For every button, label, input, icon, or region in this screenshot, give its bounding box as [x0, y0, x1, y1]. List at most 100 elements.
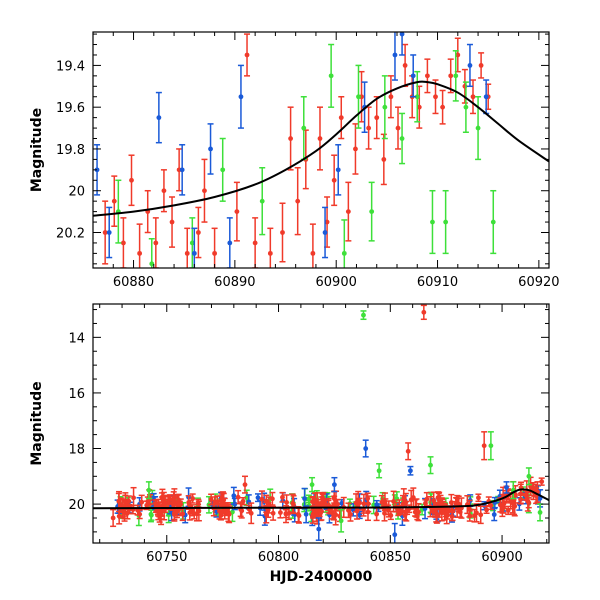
model-curve	[93, 488, 549, 510]
data-point-red	[420, 304, 427, 321]
y-tick-label: 20.2	[56, 226, 85, 241]
data-point-red	[331, 154, 338, 207]
data-point-green	[419, 503, 426, 516]
data-point-red	[233, 181, 240, 242]
data-point-red	[279, 202, 286, 263]
data-point-red	[294, 167, 301, 236]
data-point-red	[136, 509, 143, 520]
x-tick-label: 60900	[316, 275, 357, 290]
data-point-blue	[503, 481, 510, 494]
x-tick-label: 60900	[481, 550, 522, 565]
data-point-red	[111, 175, 118, 227]
data-point-red	[473, 503, 480, 523]
data-point-red	[170, 491, 177, 511]
y-tick-label: 19.8	[56, 143, 85, 158]
x-tick-label: 60750	[146, 550, 187, 565]
data-point-red	[252, 217, 259, 268]
data-point-blue	[226, 217, 233, 268]
data-point-red	[387, 75, 394, 119]
data-point-blue	[410, 54, 417, 98]
data-point-green	[399, 112, 406, 165]
data-point-green	[341, 219, 348, 268]
data-point-blue	[466, 43, 473, 88]
data-point-red	[160, 169, 167, 213]
data-point-green	[115, 179, 122, 244]
data-point-red	[128, 154, 135, 207]
x-tick-label: 60850	[370, 550, 411, 565]
data-point-red	[324, 196, 331, 248]
x-axis-title: HJD-2400000	[270, 569, 373, 585]
data-point-red	[120, 217, 127, 268]
plot-frame	[92, 303, 550, 544]
data-point-red	[477, 505, 484, 525]
data-point-green	[490, 189, 497, 255]
data-point-green	[309, 476, 316, 493]
data-point-red	[219, 499, 226, 512]
data-point-blue	[335, 144, 342, 196]
top-panel-zoomed-light-curve: 60880 60890 60900 60910 60920 19.4 19.6 19.8 20 2…	[29, 31, 560, 290]
x-tick-label: 60800	[258, 550, 299, 565]
data-point-red	[511, 493, 518, 516]
data-point-red	[475, 493, 482, 503]
data-point-red	[395, 106, 402, 150]
data-point-red	[481, 431, 488, 461]
data-point-green	[442, 189, 449, 255]
data-point-red	[144, 189, 151, 234]
data-point-red	[184, 227, 191, 268]
data-point-red	[167, 494, 174, 505]
data-point-red	[352, 123, 359, 175]
y-tick-label: 19.6	[56, 101, 85, 116]
data-point-blue	[207, 123, 214, 175]
data-point-red	[373, 95, 380, 140]
data-point-green	[381, 75, 388, 140]
y-axis-title: Magnitude	[29, 108, 45, 192]
data-point-red	[309, 495, 316, 508]
data-point-red	[402, 492, 409, 513]
data-point-red	[478, 52, 485, 79]
data-point-green	[360, 310, 367, 321]
data-point-blue	[399, 32, 406, 56]
data-point-blue	[230, 486, 237, 505]
x-tick-label: 60920	[518, 275, 559, 290]
data-point-red	[447, 58, 454, 94]
data-point-blue	[179, 144, 186, 196]
data-point-red	[267, 227, 274, 268]
y-tick-label: 19.4	[56, 59, 85, 74]
data-point-green	[328, 43, 335, 108]
data-point-red	[313, 509, 320, 522]
data-point-red	[365, 106, 372, 150]
data-point-green	[219, 137, 226, 202]
data-point-red	[136, 223, 143, 268]
x-tick-label: 60890	[214, 275, 255, 290]
data-point-red	[240, 497, 247, 506]
data-point-blue	[331, 476, 338, 493]
bottom-panel-full-light-curve: 60750 60800 60850 60900 14 16 18 20 Magnitude HJD…	[29, 303, 550, 585]
data-point-red	[320, 491, 327, 507]
data-point-blue	[391, 32, 398, 81]
data-point-red	[345, 181, 352, 242]
y-tick-label: 14	[68, 331, 85, 346]
data-point-red	[248, 502, 255, 525]
data-point-red	[455, 495, 462, 513]
data-point-blue	[94, 144, 101, 196]
data-point-green	[525, 467, 532, 486]
data-point-red	[152, 217, 159, 268]
data-point-red	[211, 227, 218, 268]
data-point-red	[402, 43, 409, 88]
data-point-red	[244, 33, 251, 77]
data-point-red	[201, 158, 208, 223]
data-point-red	[110, 508, 117, 528]
data-point-red	[470, 79, 476, 115]
data-point-red	[538, 477, 545, 486]
data-point-blue	[106, 206, 113, 259]
data-point-green	[259, 167, 266, 236]
data-point-red	[102, 200, 109, 265]
data-point-red	[309, 223, 316, 268]
data-point-red	[405, 442, 412, 461]
data-point-blue	[155, 91, 162, 144]
data-point-red	[444, 510, 451, 520]
data-point-green	[376, 463, 383, 479]
data-point-green	[189, 217, 196, 268]
data-point-green	[145, 481, 152, 500]
